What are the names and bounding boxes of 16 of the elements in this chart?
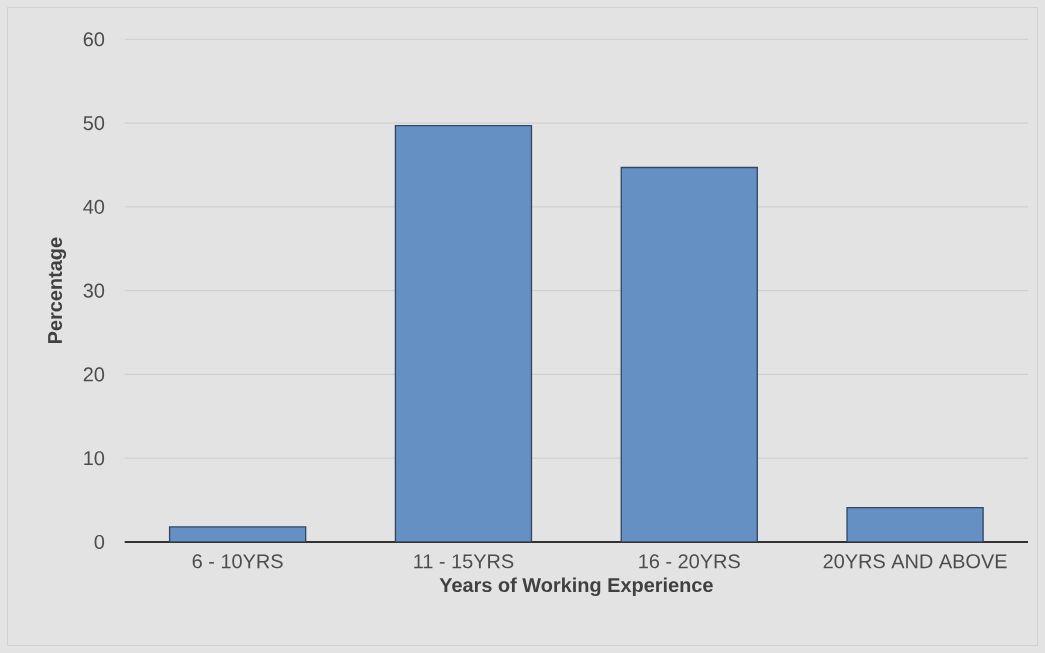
y-tick-label: 40 — [83, 199, 105, 214]
bar — [846, 506, 984, 542]
y-tick-label: 10 — [84, 451, 105, 466]
y-tick-label: 0 — [94, 534, 105, 549]
y-tick-label: 20 — [83, 367, 105, 382]
y-axis-title: Percentage — [48, 237, 67, 343]
x-tick-label: 11 - 15YRS — [414, 554, 514, 569]
y-tick-label: 30 — [83, 283, 105, 298]
x-tick-label: 16 - 20YRS — [639, 554, 740, 569]
bar — [620, 166, 758, 542]
y-tick-label: 50 — [83, 116, 105, 131]
x-tick-label: 6 - 10YRS — [192, 554, 283, 569]
bar — [394, 124, 533, 542]
x-axis-title: Years of Working Experience — [439, 577, 713, 597]
x-tick-label: 20YRS AND ABOVE — [823, 554, 1007, 569]
y-tick-label: 60 — [83, 32, 105, 47]
